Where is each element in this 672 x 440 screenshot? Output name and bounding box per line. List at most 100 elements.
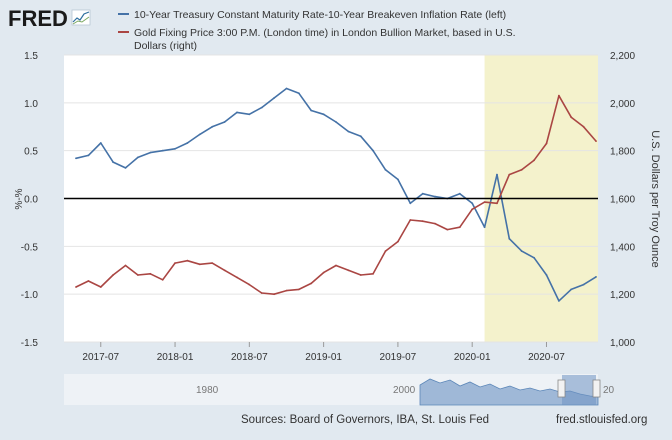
left-tick-label: 0.0 <box>24 195 38 206</box>
treasury-point <box>87 154 90 157</box>
gold-point <box>186 259 189 262</box>
gold-point <box>174 262 176 264</box>
right-axis-ticks: 2,200 2,000 1,800 1,600 1,400 1,200 1,000 <box>610 51 635 349</box>
gold-point <box>99 286 102 288</box>
gold-point <box>335 264 337 267</box>
gold-point <box>483 201 486 204</box>
navigator-label-1980: 1980 <box>196 385 219 396</box>
left-axis-ticks: 1.5 1.0 0.5 0.0 -0.5 -1.0 -1.5 <box>21 51 39 349</box>
gold-point <box>372 272 374 275</box>
treasury-point <box>595 276 597 278</box>
left-tick-label: 1.5 <box>24 51 38 62</box>
treasury-point <box>174 147 176 150</box>
gold-point <box>421 220 424 223</box>
treasury-point <box>434 195 436 198</box>
site-link[interactable]: fred.stlouisfed.org <box>556 414 647 426</box>
right-tick-label: 1,400 <box>610 242 635 253</box>
treasury-point <box>397 178 399 181</box>
gold-point <box>397 240 399 243</box>
treasury-point <box>298 92 300 95</box>
left-tick-label: 1.0 <box>24 99 38 110</box>
treasury-point <box>285 87 288 90</box>
x-tick-label: 2019-01 <box>305 352 342 363</box>
left-axis-label: %-% <box>14 188 25 209</box>
x-tick-label: 2017-07 <box>82 352 119 363</box>
treasury-point <box>223 121 226 123</box>
treasury-point <box>582 283 585 286</box>
right-tick-label: 1,000 <box>610 338 635 349</box>
right-tick-label: 1,200 <box>610 290 635 301</box>
navigator-selection[interactable] <box>562 375 596 405</box>
treasury-point <box>359 135 362 138</box>
legend: 10-Year Treasury Constant Maturity Rate-… <box>118 9 516 52</box>
gold-point <box>570 116 573 119</box>
gold-point <box>520 168 523 171</box>
treasury-point <box>273 97 275 99</box>
gold-point <box>137 274 139 276</box>
gold-point <box>75 286 77 288</box>
gold-point <box>558 94 560 97</box>
gold-point <box>248 283 251 286</box>
gold-point <box>545 142 548 145</box>
gold-point <box>211 262 214 264</box>
left-tick-label: -1.5 <box>21 338 39 349</box>
treasury-point <box>458 192 461 195</box>
x-tick-label: 2018-01 <box>157 352 194 363</box>
treasury-point <box>149 151 152 154</box>
gold-point <box>285 289 288 292</box>
right-tick-label: 2,000 <box>610 99 635 110</box>
treasury-point <box>211 125 214 128</box>
treasury-point <box>483 226 486 229</box>
treasury-point <box>508 237 511 240</box>
gold-point <box>359 274 362 276</box>
navigator-label-2000: 2000 <box>393 385 416 396</box>
navigator-right-handle[interactable] <box>592 379 601 398</box>
navigator-label-20: 20 <box>603 385 615 396</box>
treasury-point <box>520 250 523 253</box>
treasury-point <box>372 149 374 152</box>
gold-point <box>347 269 350 272</box>
treasury-point <box>471 202 474 205</box>
sources-note: Sources: Board of Governors, IBA, St. Lo… <box>241 414 489 426</box>
treasury-point <box>124 167 127 169</box>
treasury-point <box>260 106 263 109</box>
gold-point <box>298 288 300 291</box>
treasury-point <box>533 256 535 259</box>
treasury-point <box>99 142 102 144</box>
legend-label-gold-line-2: Dollars (right) <box>134 40 197 52</box>
x-tick-label: 2020-07 <box>528 352 565 363</box>
x-tick-label: 2018-07 <box>231 352 268 363</box>
treasury-point <box>75 157 77 160</box>
gold-point <box>260 292 263 294</box>
x-tick-label: 2020-01 <box>454 352 491 363</box>
right-tick-label: 1,600 <box>610 195 635 206</box>
gold-point <box>595 140 597 143</box>
gold-point <box>198 263 201 266</box>
gold-point <box>112 274 114 276</box>
fred-logo-graph-icon <box>71 9 91 26</box>
treasury-point <box>421 192 424 195</box>
treasury-point <box>409 202 412 205</box>
treasury-point <box>236 111 238 114</box>
treasury-point <box>112 161 114 164</box>
treasury-point <box>161 149 164 152</box>
treasury-point <box>347 130 350 133</box>
gold-point <box>446 228 449 231</box>
right-axis-label: U.S. Dollars per Troy Ounce <box>649 130 661 268</box>
treasury-point <box>186 142 189 144</box>
treasury-point <box>545 274 548 276</box>
treasury-point <box>335 121 337 123</box>
fred-logo[interactable]: FRED <box>8 6 91 31</box>
gold-point <box>149 272 152 275</box>
gold-point <box>471 208 474 211</box>
range-navigator[interactable]: 1980 2000 20 <box>64 374 615 406</box>
x-axis-ticks: 2017-07 2018-01 2018-07 2019-01 2019-07 2020-… <box>82 342 565 363</box>
gold-point <box>582 125 585 128</box>
legend-label-treasury: 10-Year Treasury Constant Maturity Rate-… <box>134 9 506 21</box>
navigator-left-handle[interactable] <box>557 379 566 398</box>
gold-point <box>161 278 164 281</box>
gold-point <box>124 264 127 267</box>
fred-logo-text: FRED <box>8 6 68 31</box>
left-tick-label: -1.0 <box>21 290 39 301</box>
